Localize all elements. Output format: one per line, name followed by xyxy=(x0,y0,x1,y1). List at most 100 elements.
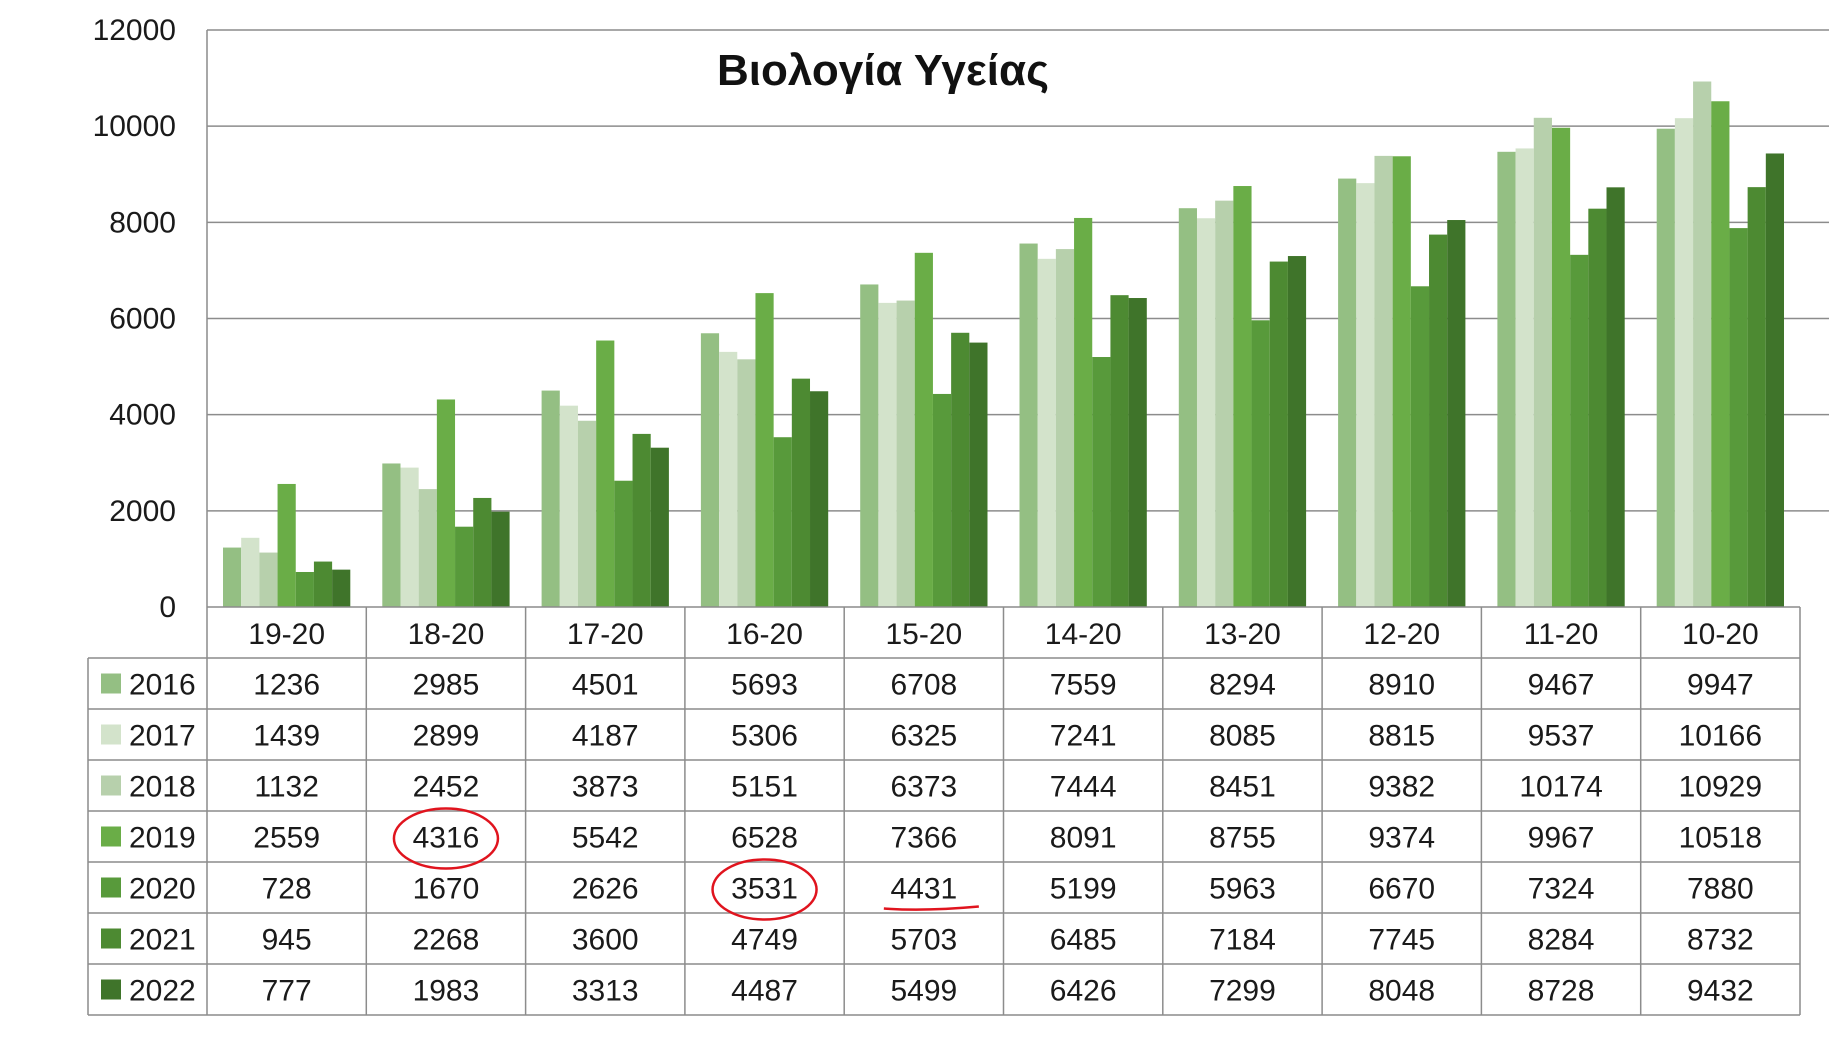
bar-2020-10-20 xyxy=(1729,228,1748,607)
bar-2022-18-20 xyxy=(491,511,510,607)
bar-2016-16-20 xyxy=(700,333,720,607)
bar-2020-17-20 xyxy=(614,480,633,607)
bar-2021-16-20 xyxy=(791,378,811,607)
bar-2018-18-20 xyxy=(418,489,437,607)
bar-2019-13-20 xyxy=(1233,186,1252,608)
bar-2018-14-20 xyxy=(1055,249,1075,607)
bar-2021-12-20 xyxy=(1429,234,1448,607)
table-cell: 7241 xyxy=(1050,720,1117,753)
table-cell: 3600 xyxy=(572,924,639,957)
x-category-label: 19-20 xyxy=(248,618,325,651)
bar-2019-14-20 xyxy=(1074,217,1093,607)
table-cell: 6373 xyxy=(890,771,957,804)
table-cell: 6325 xyxy=(890,720,957,753)
legend-swatch-2016 xyxy=(101,673,121,694)
bar-2017-16-20 xyxy=(719,351,738,607)
table-cell: 9967 xyxy=(1528,822,1595,855)
table-cell: 9947 xyxy=(1687,669,1754,702)
table-cell: 2899 xyxy=(413,720,480,753)
bar-2022-11-20 xyxy=(1606,187,1625,607)
bar-2016-19-20 xyxy=(223,547,242,607)
table-cell: 3531 xyxy=(731,873,798,906)
bar-2016-17-20 xyxy=(541,390,560,607)
bar-2017-14-20 xyxy=(1037,258,1056,607)
bar-2017-18-20 xyxy=(400,467,419,607)
table-cell: 9432 xyxy=(1687,975,1754,1008)
bar-2017-19-20 xyxy=(241,537,260,607)
bar-2022-13-20 xyxy=(1287,256,1307,607)
legend-swatch-2020 xyxy=(101,877,121,898)
table-cell: 5542 xyxy=(572,822,639,855)
bar-2020-12-20 xyxy=(1410,286,1430,607)
bar-2022-14-20 xyxy=(1128,298,1147,607)
bar-2022-17-20 xyxy=(650,447,669,607)
bar-2016-10-20 xyxy=(1656,128,1675,607)
y-tick-label: 4000 xyxy=(109,399,176,432)
bar-2018-17-20 xyxy=(577,420,597,607)
bar-2022-10-20 xyxy=(1765,153,1784,607)
table-cell: 1670 xyxy=(413,873,480,906)
table-cell: 4501 xyxy=(572,669,639,702)
table-cell: 3873 xyxy=(572,771,639,804)
bar-2020-19-20 xyxy=(295,571,314,607)
x-category-label: 13-20 xyxy=(1204,618,1281,651)
x-category-label: 18-20 xyxy=(408,618,485,651)
table-cell: 945 xyxy=(262,924,312,957)
bar-2019-17-20 xyxy=(596,340,615,607)
bar-2021-15-20 xyxy=(951,332,970,607)
table-cell: 777 xyxy=(262,975,312,1008)
bar-2016-13-20 xyxy=(1178,208,1197,607)
bar-2019-19-20 xyxy=(277,483,296,607)
bar-2016-18-20 xyxy=(382,463,401,607)
table-cell: 8451 xyxy=(1209,771,1276,804)
table-cell: 7299 xyxy=(1209,975,1276,1008)
table-cell: 7366 xyxy=(890,822,957,855)
bar-2018-10-20 xyxy=(1693,81,1712,607)
table-cell: 7559 xyxy=(1050,669,1117,702)
bar-2021-18-20 xyxy=(473,497,492,607)
bar-2019-12-20 xyxy=(1392,156,1411,607)
bar-2017-17-20 xyxy=(559,405,578,607)
table-cell: 8284 xyxy=(1528,924,1595,957)
bar-2019-18-20 xyxy=(436,399,456,607)
table-cell: 4316 xyxy=(413,822,480,855)
table-cell: 4487 xyxy=(731,975,798,1008)
chart-title: Βιολογία Υγείας xyxy=(717,46,1049,95)
x-category-label: 17-20 xyxy=(567,618,644,651)
bars xyxy=(223,81,1784,608)
table-cell: 10174 xyxy=(1519,771,1602,804)
table-cell: 8732 xyxy=(1687,924,1754,957)
table-cell: 2626 xyxy=(572,873,639,906)
table-cell: 6708 xyxy=(890,669,957,702)
bar-2018-19-20 xyxy=(259,552,278,607)
table-cell: 2985 xyxy=(413,669,480,702)
x-category-label: 11-20 xyxy=(1524,618,1599,651)
table-cell: 8091 xyxy=(1050,822,1117,855)
bar-2021-13-20 xyxy=(1269,261,1288,607)
bar-2021-19-20 xyxy=(313,561,333,607)
table-cell: 9382 xyxy=(1368,771,1435,804)
table-cell: 2452 xyxy=(413,771,480,804)
bar-2022-15-20 xyxy=(969,342,988,607)
bar-2021-14-20 xyxy=(1110,295,1129,607)
y-tick-label: 2000 xyxy=(109,495,176,528)
table-cell: 7324 xyxy=(1528,873,1595,906)
table-cell: 5306 xyxy=(731,720,798,753)
legend-swatch-2022 xyxy=(101,979,121,1000)
bar-2022-12-20 xyxy=(1447,220,1466,607)
series-label-2016: 2016 xyxy=(129,669,196,702)
annotation-underline xyxy=(883,905,979,911)
table-cell: 9467 xyxy=(1528,669,1595,702)
y-tick-label: 10000 xyxy=(93,110,176,143)
table-cell: 6528 xyxy=(731,822,798,855)
y-axis: 0 2000 4000 6000 8000 10000 12000 xyxy=(93,14,208,624)
bar-2019-16-20 xyxy=(755,293,774,607)
annotations xyxy=(392,807,979,921)
bar-2020-16-20 xyxy=(773,437,792,607)
table-cell: 9537 xyxy=(1528,720,1595,753)
table-cell: 9374 xyxy=(1368,822,1435,855)
series-label-2019: 2019 xyxy=(129,822,196,855)
y-tick-label: 8000 xyxy=(109,206,176,239)
y-tick-label: 0 xyxy=(159,591,176,624)
table-cell: 1132 xyxy=(254,771,319,804)
